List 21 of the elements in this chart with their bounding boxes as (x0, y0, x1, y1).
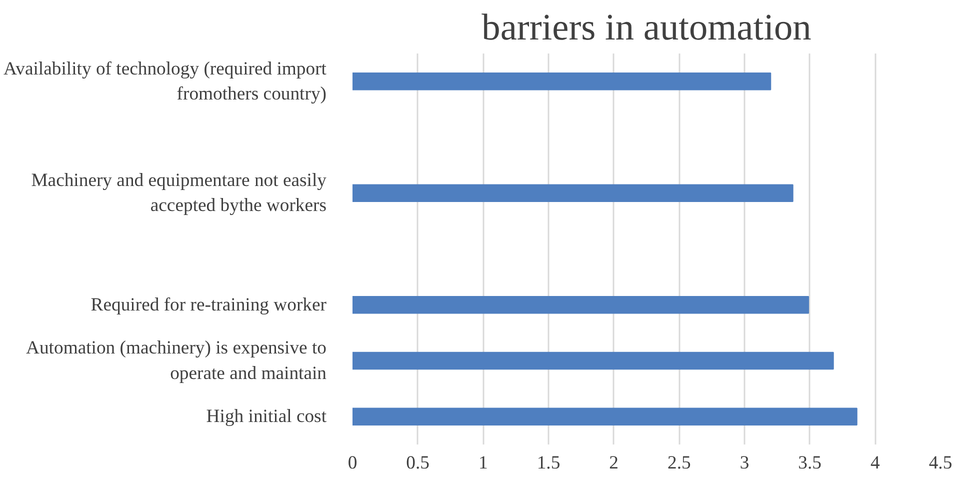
y-tick-label: Availability of technology (required import fromothers country) (4, 58, 328, 105)
bar (352, 352, 834, 370)
x-tick-label: 0.5 (406, 452, 430, 474)
bar (352, 408, 858, 426)
x-tick-label: 1.5 (536, 452, 560, 474)
bar (352, 72, 772, 90)
x-tick-label: 3 (740, 452, 750, 474)
y-tick-label: Machinery and equipmentare not easily accepted bythe workers (31, 170, 328, 216)
x-tick-label: 2 (609, 452, 618, 474)
y-tick-label: High initial cost (206, 406, 328, 428)
x-tick-label: 1 (478, 452, 488, 474)
x-tick-label: 0 (348, 452, 358, 474)
x-tick-label: 4 (870, 452, 881, 474)
chart-title: barriers in automation (482, 8, 812, 48)
y-tick-label: Automation (machinery) is expensive to operate and maintain (26, 338, 328, 384)
x-tick-label: 2.5 (668, 452, 691, 474)
x-tick-label: 4.5 (928, 452, 952, 474)
x-tick-label: 3.5 (798, 452, 822, 474)
bar (352, 296, 810, 314)
y-tick-label: Required for re-training worker (90, 294, 328, 316)
bar (352, 184, 794, 202)
